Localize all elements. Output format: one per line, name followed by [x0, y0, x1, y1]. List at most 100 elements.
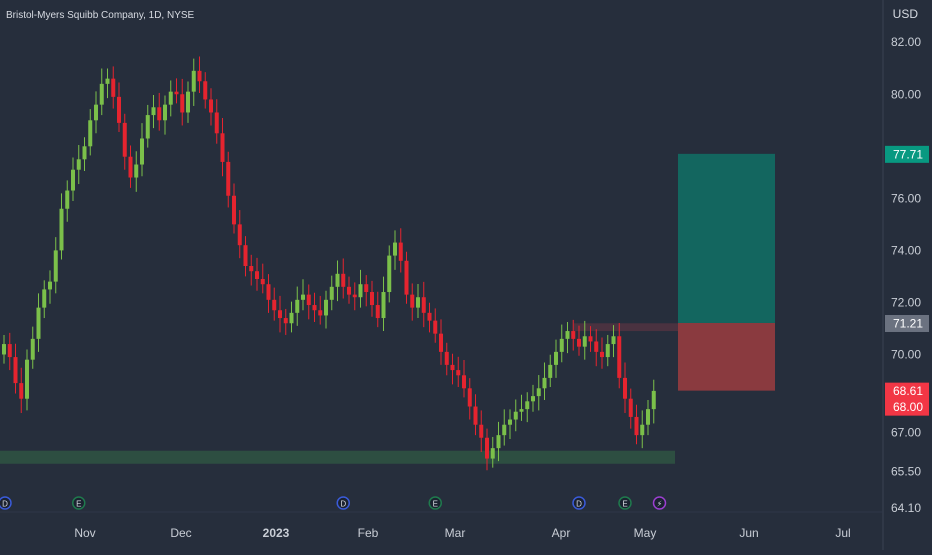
- candle-body: [295, 299, 300, 313]
- candle-body: [99, 83, 104, 105]
- event-marker-label: E: [76, 500, 81, 509]
- candle-body: [559, 338, 564, 352]
- candle-body: [255, 271, 259, 280]
- candle-body: [398, 242, 403, 261]
- candle-body: [140, 138, 144, 165]
- candle-body: [53, 250, 58, 282]
- y-tick-label: 70.00: [891, 347, 921, 361]
- candle-body: [180, 94, 185, 113]
- event-marker: [336, 496, 350, 510]
- position-target-box: [678, 153, 775, 323]
- event-marker-label: D: [576, 500, 582, 509]
- event-marker: [618, 496, 632, 510]
- candle-body: [249, 266, 254, 272]
- candle-body: [352, 294, 357, 298]
- candle-body: [174, 91, 179, 95]
- candle-body: [312, 305, 317, 311]
- candle-body: [7, 344, 12, 358]
- candle-body: [600, 351, 604, 358]
- x-tick-label: 2023: [263, 526, 290, 540]
- candle-body: [513, 411, 518, 420]
- candle-body: [651, 390, 656, 410]
- support-zone: [0, 450, 675, 464]
- price-label-text: 77.71: [893, 147, 923, 161]
- price-label-box: [885, 314, 929, 332]
- chart-title: Bristol-Myers Squibb Company, 1D, NYSE: [6, 10, 195, 21]
- price-label-box: [885, 398, 929, 416]
- candle-body: [605, 344, 610, 358]
- candle-body: [456, 370, 461, 376]
- candle-body: [375, 305, 380, 319]
- currency-unit: USD: [892, 7, 918, 21]
- candle-body: [393, 242, 397, 256]
- candle-body: [404, 260, 409, 295]
- event-marker-label: D: [2, 500, 8, 509]
- candle-body: [122, 122, 127, 157]
- candle-body: [214, 112, 219, 134]
- candle-body: [628, 398, 633, 417]
- candle-body: [59, 208, 64, 251]
- candle-body: [364, 284, 369, 293]
- candle-body: [82, 146, 87, 160]
- candle-body: [30, 338, 35, 360]
- event-marker: [652, 496, 667, 510]
- candle-body: [450, 364, 455, 371]
- candle-body: [370, 292, 374, 306]
- candle-body: [536, 388, 541, 397]
- candle-body: [324, 299, 328, 316]
- candle-body: [329, 286, 334, 300]
- candle-body: [617, 336, 622, 378]
- candle-body: [341, 273, 346, 287]
- candle-body: [577, 338, 581, 347]
- event-marker: [572, 496, 586, 510]
- x-tick-label: Apr: [552, 526, 571, 540]
- candle-body: [444, 351, 449, 365]
- candle-body: [318, 310, 323, 316]
- candle-body: [508, 419, 512, 425]
- candle-body: [623, 377, 627, 399]
- x-tick-label: May: [634, 526, 657, 540]
- price-label-box: [885, 145, 929, 163]
- candle-body: [168, 91, 173, 105]
- candle-body: [496, 435, 501, 449]
- y-tick-label: 82.00: [891, 35, 921, 49]
- candle-body: [186, 91, 190, 113]
- y-tick-label: 74.00: [891, 243, 921, 257]
- candle-body: [25, 359, 29, 399]
- y-tick-label: 80.00: [891, 87, 921, 101]
- price-label-text: 68.61: [893, 384, 923, 398]
- event-marker-label: E: [622, 500, 627, 509]
- x-tick-label: Mar: [445, 526, 466, 540]
- candle-body: [260, 279, 265, 285]
- candle-body: [565, 331, 570, 339]
- x-tick-label: Feb: [358, 526, 379, 540]
- candle-body: [128, 156, 133, 178]
- candle-body: [335, 273, 340, 287]
- candle-body: [197, 70, 202, 82]
- candle-body: [272, 299, 277, 311]
- candle-body: [111, 78, 116, 97]
- candle-body: [525, 401, 530, 410]
- candle-body: [278, 310, 282, 319]
- candle-body: [76, 159, 81, 170]
- candle-body: [427, 312, 432, 321]
- candle-body: [542, 377, 547, 389]
- candle-body: [410, 294, 415, 308]
- y-tick-label: 65.50: [891, 465, 921, 479]
- candle-body: [88, 120, 93, 147]
- candle-body: [531, 396, 535, 402]
- candle-body: [462, 375, 466, 389]
- candle-body: [209, 99, 213, 113]
- candle-body: [358, 284, 363, 298]
- candle-body: [145, 115, 150, 139]
- candle-body: [646, 409, 650, 425]
- candle-body: [220, 133, 225, 162]
- price-label-text: 68.00: [893, 400, 923, 414]
- candle-body: [571, 331, 576, 339]
- candle-body: [42, 289, 47, 308]
- candle-body: [94, 104, 98, 121]
- candle-body: [117, 96, 121, 123]
- event-marker-label: E: [433, 500, 438, 509]
